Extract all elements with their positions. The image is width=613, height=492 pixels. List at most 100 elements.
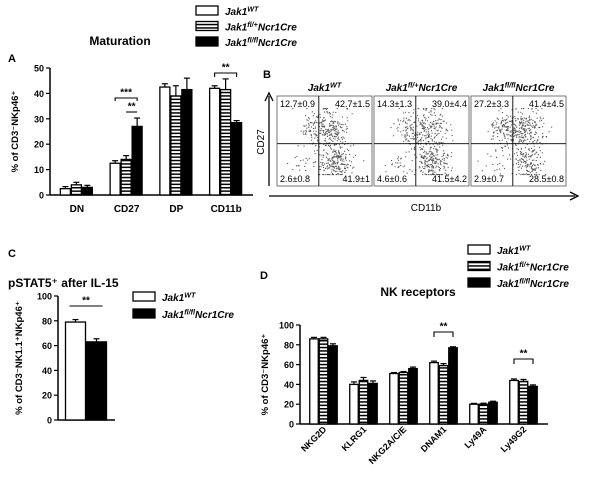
quadrant-bottom-left: 2.6±0.8 — [280, 174, 310, 184]
bar — [368, 382, 378, 425]
y-axis-label: % of CD3⁻NK1.1⁺NKp46⁺ — [14, 301, 25, 415]
flow-plot: Jak1fl/+Ncr1Cre 14.3±1.3 39.0±4.4 4.6±0.6 41… — [373, 81, 470, 187]
figure-layer: A 0 10 20 30 40 50 % of CD3⁻NKp46⁺ Maturation DN C… — [8, 5, 580, 466]
significance-bracket — [513, 358, 534, 364]
y-tick-label: 0 — [39, 191, 44, 201]
quadrant-bottom-left: 2.9±0.7 — [474, 174, 504, 184]
bar — [358, 379, 369, 425]
y-tick-label: 20 — [34, 140, 44, 150]
legend-label: Jak1fl/flNcr1Cre — [225, 36, 297, 50]
x-tick-label: Ly49G2 — [499, 424, 529, 454]
cd11b-axis-label: CD11b — [411, 203, 442, 214]
flow-plot-frame — [470, 95, 567, 187]
chart-title: NK receptors — [380, 285, 456, 299]
bar — [109, 162, 121, 196]
bar — [438, 364, 449, 425]
chart-title: pSTAT5⁺ after IL-15 — [8, 276, 119, 290]
significance-bracket — [214, 72, 238, 77]
panel-c-chart: 0 20 40 60 80 100 % of CD3⁻NK1.1⁺NKp46⁺ pSTAT5⁺… — [8, 276, 119, 426]
flow-dots — [477, 108, 553, 176]
panel-c-legend: Jak1WT Jak1fl/flNcr1Cre — [132, 291, 234, 322]
y-tick-label: 80 — [42, 316, 52, 326]
legend-swatch — [195, 20, 219, 32]
y-tick-label: 0 — [289, 420, 294, 430]
y-tick-label: 30 — [34, 114, 44, 124]
quadrant-top-left: 27.2±3.3 — [474, 99, 509, 109]
flow-plot-title: Jak1fl/flNcr1Cre — [483, 81, 555, 95]
y-tick-label: 60 — [42, 341, 52, 351]
bar — [131, 125, 143, 196]
significance-label: ** — [440, 322, 448, 333]
quadrant-bottom-right: 41.5±4.2 — [432, 174, 467, 184]
bar — [328, 345, 338, 425]
x-tick-label: DP — [169, 204, 183, 215]
bar — [469, 403, 479, 425]
x-tick-label: NKG2A/C/E — [367, 424, 409, 466]
quadrant-bottom-left: 4.6±0.6 — [377, 174, 407, 184]
x-tick-label: DNAM1 — [419, 424, 449, 454]
quadrant-bottom-right: 28.5±0.8 — [529, 174, 564, 184]
legend-swatch — [195, 5, 219, 16]
panel-d-legend: Jak1WT Jak1fl/+Ncr1Cre Jak1fl/flNcr1Cre — [467, 244, 569, 290]
panel-b-flow-plots: CD27 CD11b Jak1WT 12.7±0.9 42.7±1.5 2.6±0.8 41… — [256, 81, 580, 214]
significance-label: ** — [520, 349, 528, 360]
y-tick-label: 60 — [284, 360, 294, 370]
y-tick-label: 10 — [34, 165, 44, 175]
legend-label: Jak1fl/flNcr1Cre — [162, 308, 234, 322]
bar — [309, 338, 319, 425]
legend-label: Jak1fl/+Ncr1Cre — [497, 260, 569, 274]
flow-dots — [287, 108, 365, 176]
significance-bracket — [433, 331, 454, 337]
y-tick-label: 40 — [284, 380, 294, 390]
flow-dots — [384, 108, 454, 176]
x-tick-label: DN — [70, 204, 84, 215]
x-tick-label: CD27 — [114, 204, 140, 215]
bar — [64, 321, 87, 421]
significance-label: ** — [128, 102, 136, 113]
bar — [448, 347, 458, 425]
bar — [488, 401, 498, 425]
quadrant-top-right: 39.0±4.4 — [432, 99, 467, 109]
quadrant-top-left: 14.3±1.3 — [377, 99, 412, 109]
bar — [81, 186, 94, 196]
bar — [478, 403, 489, 425]
y-axis-label: % of CD3⁻NKp46⁺ — [10, 91, 21, 173]
x-tick-label: KLRG1 — [340, 424, 369, 453]
x-tick-label: CD11b — [211, 204, 242, 215]
bar — [429, 361, 439, 425]
legend-label: Jak1WT — [162, 291, 196, 305]
legend-swatch — [467, 244, 491, 255]
x-tick-label: Ly49A — [462, 424, 488, 450]
x-tick-label: NKG2D — [299, 424, 329, 454]
bar — [208, 87, 221, 196]
y-tick-label: 40 — [42, 366, 52, 376]
quadrant-bottom-right: 41.9±1 — [343, 174, 370, 184]
legend-swatch — [132, 291, 156, 302]
legend-swatch — [195, 36, 219, 47]
bar — [70, 184, 83, 196]
significance-label: *** — [120, 88, 132, 99]
significance-label: ** — [222, 63, 230, 74]
bar — [59, 187, 72, 196]
bar — [170, 95, 182, 196]
panel-c-letter: C — [8, 248, 16, 260]
bar — [528, 385, 538, 425]
quadrant-top-left: 12.7±0.9 — [280, 99, 315, 109]
bar — [219, 88, 232, 196]
flow-dot-cloud — [287, 108, 365, 176]
panel-d-letter: D — [260, 270, 268, 282]
y-tick-label: 40 — [34, 89, 44, 99]
significance-label: ** — [82, 296, 90, 307]
y-axis-label: % of CD3⁻NKp46⁺ — [260, 334, 271, 416]
panel-d-chart: 0 20 40 60 80 100 % of CD3⁻NKp46⁺ NK receptors N… — [260, 285, 548, 466]
y-tick-label: 0 — [47, 416, 52, 426]
flow-plot-title: Jak1fl/+Ncr1Cre — [386, 81, 458, 95]
bar — [181, 88, 193, 196]
legend-label: Jak1WT — [225, 5, 259, 19]
cd27-axis-arrow — [264, 91, 274, 102]
y-tick-label: 50 — [34, 64, 44, 74]
bar — [398, 371, 409, 425]
cd11b-axis-arrow — [569, 191, 580, 201]
y-tick-label: 20 — [42, 391, 52, 401]
